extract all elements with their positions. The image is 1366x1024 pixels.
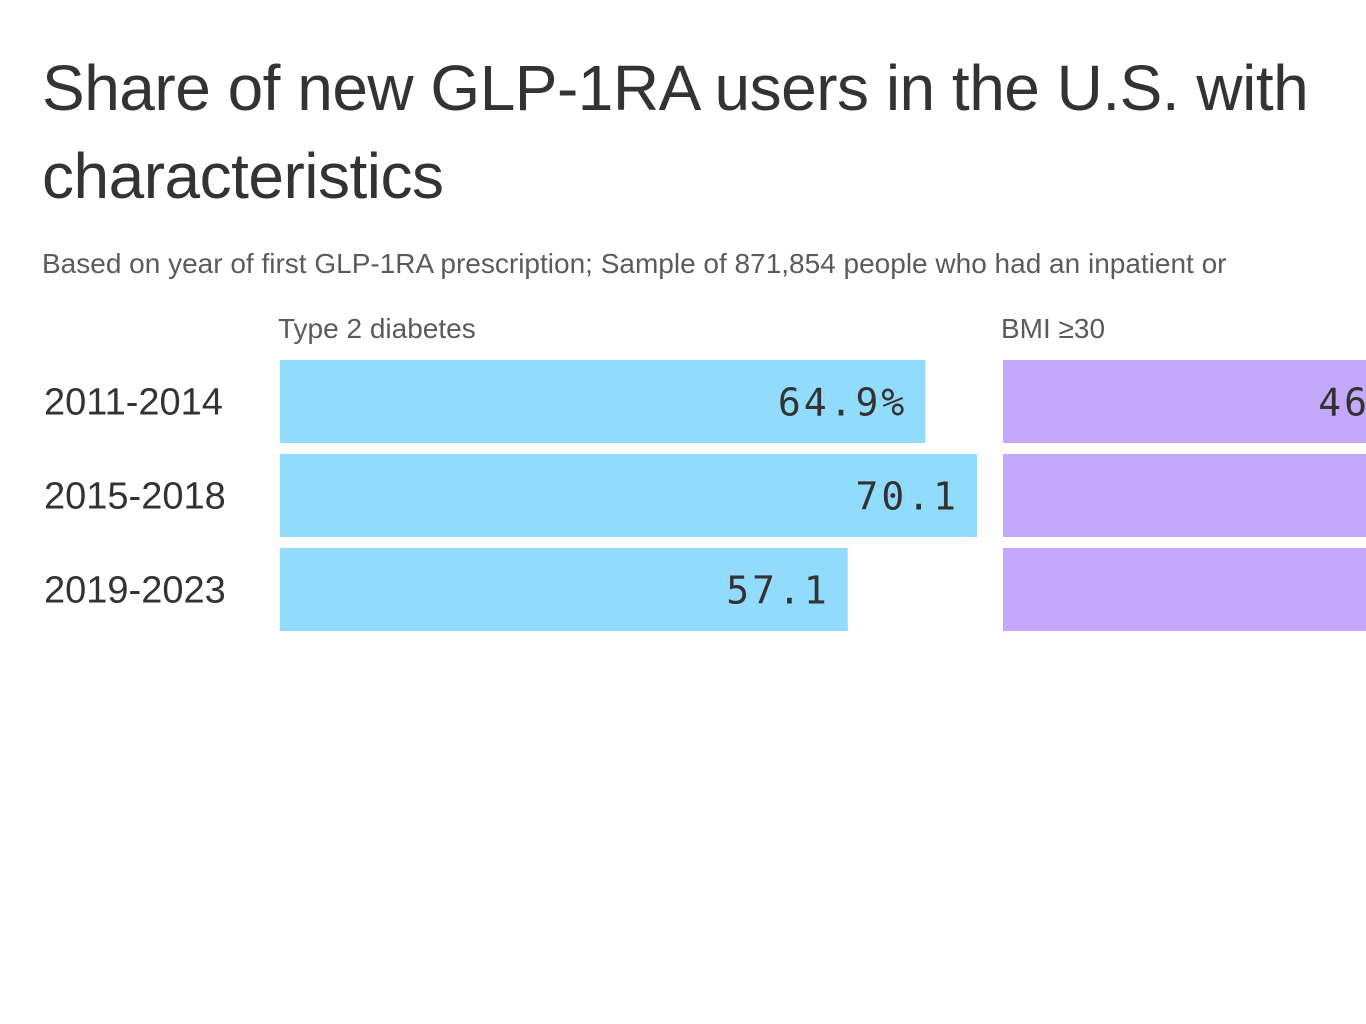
panel-label: BMI ≥30 bbox=[1001, 313, 1105, 344]
category-label: 2015-2018 bbox=[44, 476, 226, 518]
category-label: 2019-2023 bbox=[44, 570, 226, 612]
panel-label: Type 2 diabetes bbox=[278, 313, 476, 344]
chart-subtitle: Based on year of first GLP-1RA prescript… bbox=[42, 248, 1227, 279]
category-label: 2011-2014 bbox=[44, 382, 223, 424]
data-label: 70.1 bbox=[855, 475, 959, 519]
data-label: 46 bbox=[1318, 381, 1366, 425]
bar bbox=[280, 360, 926, 443]
bar bbox=[1003, 454, 1366, 537]
bar-chart: 2011-2014 2015-2018 2019-2023 Type 2 diabet… bbox=[44, 313, 1366, 631]
data-label: 57.1 bbox=[726, 569, 830, 613]
chart-title: Share of new GLP-1RA users in the U.S. w… bbox=[42, 44, 1366, 220]
bar bbox=[1003, 360, 1366, 443]
chart-title-line-1: Share of new GLP-1RA users in the U.S. w… bbox=[42, 52, 1309, 124]
bar bbox=[280, 548, 848, 631]
data-label: 64.9% bbox=[778, 381, 907, 425]
chart-title-line-2: characteristics bbox=[42, 140, 444, 212]
bar bbox=[280, 454, 977, 537]
bar bbox=[1003, 548, 1366, 631]
